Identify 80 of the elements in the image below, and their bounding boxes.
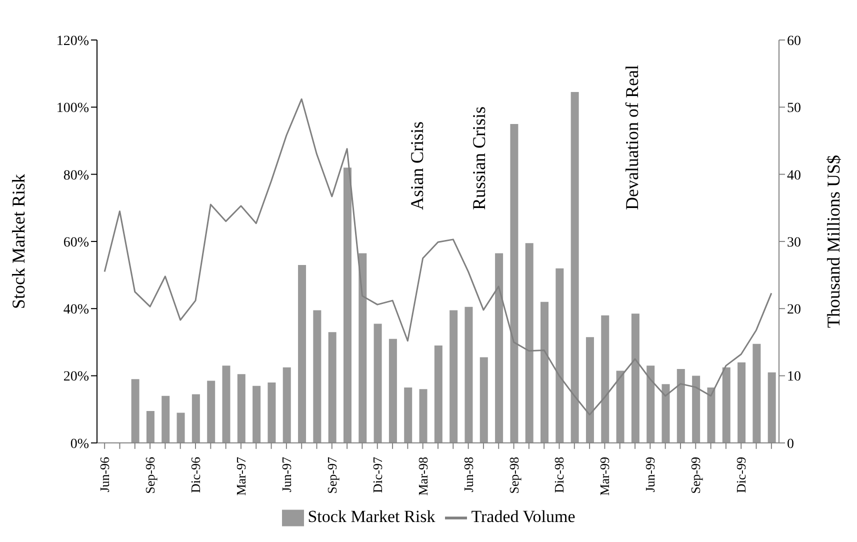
- bar: [298, 264, 306, 443]
- bar: [556, 268, 564, 443]
- bar: [662, 384, 670, 443]
- x-tick-label: Mar-98: [415, 456, 430, 496]
- bar: [646, 366, 655, 443]
- line-series: [104, 98, 772, 416]
- bar: [282, 367, 291, 443]
- x-tick-label: Dic-98: [552, 456, 567, 494]
- x-tick-label: Jun-96: [97, 456, 112, 492]
- x-tick-label: Dic-97: [370, 456, 385, 494]
- bar: [480, 357, 488, 443]
- bar: [450, 310, 458, 443]
- bar: [162, 396, 170, 443]
- bar: [358, 253, 367, 443]
- bar: [131, 379, 140, 443]
- bar: [343, 168, 352, 443]
- y2-tick-label: 40: [787, 168, 801, 184]
- bar: [176, 412, 185, 443]
- y-tick-label: 0%: [70, 436, 90, 452]
- x-tick-label: Jun-99: [642, 456, 658, 492]
- bar: [328, 332, 336, 443]
- bar: [207, 380, 216, 443]
- bar: [419, 389, 428, 443]
- y-tick-label: 120%: [56, 34, 90, 49]
- y-tick-label: 80%: [63, 168, 90, 184]
- bar: [388, 338, 397, 443]
- y-tick-label: 40%: [63, 302, 90, 318]
- bar: [631, 314, 640, 443]
- bar: [146, 411, 154, 443]
- bar: [586, 337, 594, 443]
- bar: [237, 374, 246, 443]
- x-tick-label: Sep-96: [142, 456, 158, 494]
- bar: [510, 124, 518, 443]
- annotation: Devaluation of Real: [622, 65, 642, 210]
- y2-tick-label: 30: [787, 235, 801, 250]
- x-tick-label: Sep-97: [324, 456, 340, 494]
- bar: [525, 243, 534, 443]
- bar: [268, 382, 276, 443]
- x-tick-label: Mar-99: [597, 456, 612, 496]
- bar: [313, 310, 322, 443]
- y2-tick-label: 60: [787, 34, 801, 49]
- x-tick-label: Jun-98: [460, 456, 476, 492]
- y2-tick-label: 20: [787, 302, 801, 318]
- bar: [570, 92, 579, 443]
- legend-label: Stock Market Risk: [308, 506, 436, 526]
- bar: [434, 346, 442, 443]
- bar: [495, 253, 504, 443]
- bar: [252, 386, 261, 443]
- x-tick-label: Mar-97: [233, 456, 248, 496]
- bar: [738, 362, 746, 443]
- bar: [464, 306, 473, 443]
- x-tick-label: Jun-97: [278, 456, 294, 492]
- bar: [722, 367, 730, 443]
- legend-label: Traded Volume: [471, 506, 576, 526]
- bar: [707, 388, 716, 443]
- bar: [768, 372, 776, 443]
- bar: [601, 315, 610, 443]
- bar: [222, 366, 230, 443]
- y2-tick-label: 10: [787, 370, 801, 385]
- y2-axis-title: Thousand Millions US$: [823, 154, 844, 328]
- bar: [752, 344, 761, 443]
- x-tick-label: Dic-96: [188, 456, 204, 494]
- y-tick-label: 60%: [63, 235, 90, 250]
- bar: [540, 302, 549, 443]
- annotation: Asian Crisis: [406, 121, 427, 210]
- bar: [676, 369, 685, 443]
- y-tick-label: 20%: [63, 370, 90, 385]
- x-tick-label: Sep-99: [688, 456, 704, 494]
- bar: [192, 394, 200, 443]
- bar: [374, 324, 382, 443]
- annotation: Russian Crisis: [468, 106, 489, 210]
- y-tick-label: 100%: [56, 101, 90, 116]
- bar: [616, 370, 624, 443]
- y-axis-title: Stock Market Risk: [8, 174, 28, 309]
- bar: [404, 388, 412, 443]
- y2-tick-label: 50: [787, 101, 801, 116]
- y2-tick-label: 0: [787, 436, 794, 452]
- bar: [692, 376, 700, 443]
- x-tick-label: Sep-98: [506, 456, 522, 494]
- x-tick-label: Dic-99: [734, 456, 749, 494]
